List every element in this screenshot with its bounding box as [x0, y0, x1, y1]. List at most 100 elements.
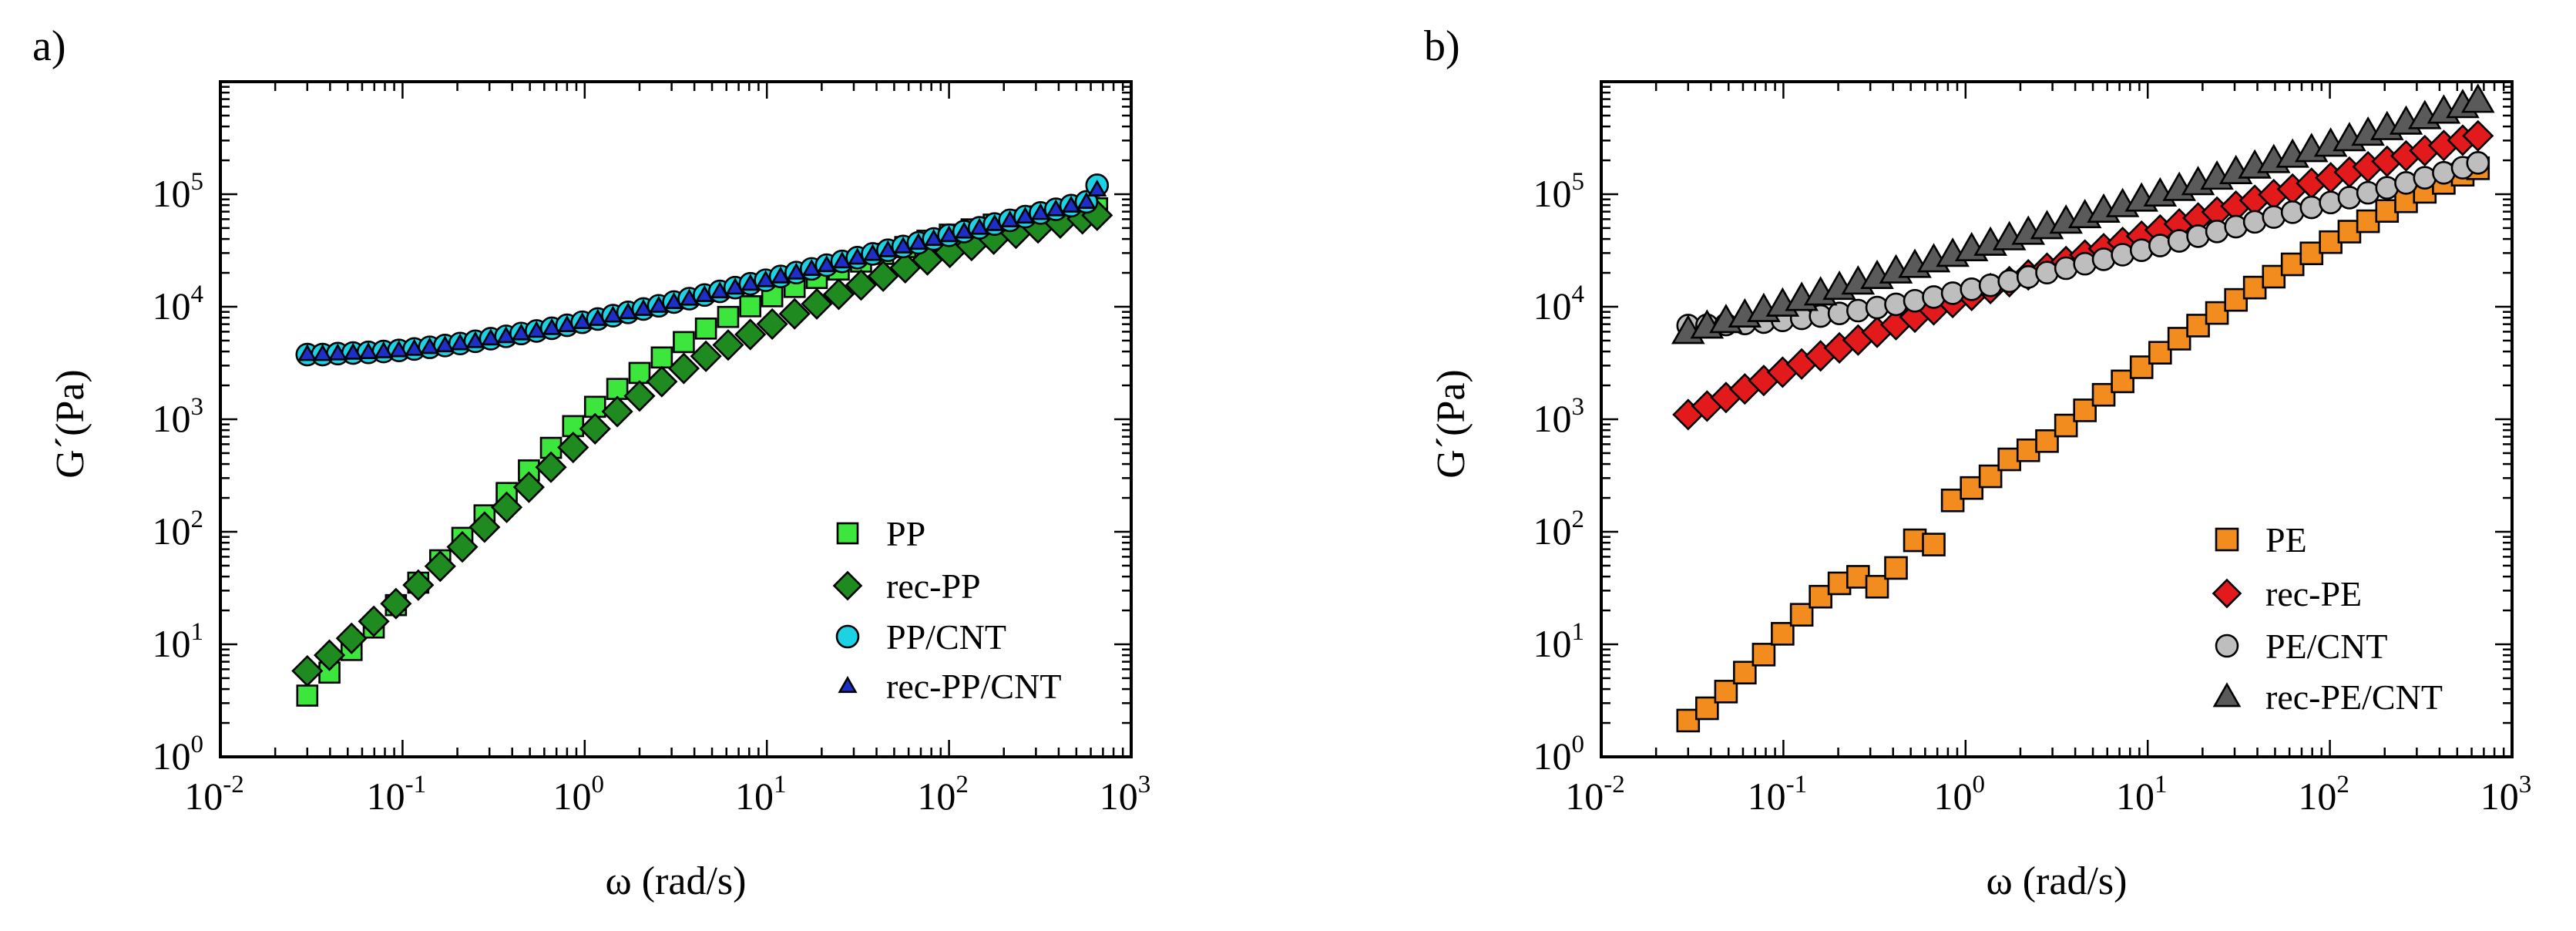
data-point: [2462, 119, 2494, 152]
data-point: [601, 395, 633, 428]
data-point: [1015, 207, 1036, 224]
legend: PE rec-PE PE/CNT rec-PE/CNT: [2212, 520, 2443, 717]
data-point: [1789, 603, 1814, 627]
data-point: [557, 314, 577, 332]
y-tick-exponent: 3: [191, 393, 204, 421]
legend-marker: [835, 624, 860, 649]
x-axis-title: ω (rad/s): [606, 859, 747, 903]
y-tick-exponent: 1: [191, 618, 204, 646]
panel-a-chart: a)10-2 10-1 100 101 102 103100101102103104105…: [32, 22, 1150, 903]
data-point: [725, 277, 745, 295]
y-tick-base: 10: [153, 397, 191, 440]
data-point: [801, 287, 833, 320]
y-tick-label: 104: [1533, 281, 1585, 328]
y-tick-base: 10: [1533, 172, 1572, 215]
data-point: [358, 341, 378, 359]
data-point: [712, 329, 744, 361]
data-point: [1940, 281, 1965, 305]
data-point: [908, 233, 929, 250]
data-point: [358, 605, 390, 637]
data-point: [1922, 533, 1946, 556]
data-point: [424, 550, 456, 583]
x-tick-base: 10: [184, 775, 223, 818]
x-tick-exponent: 2: [956, 771, 969, 798]
data-point: [1884, 292, 1908, 317]
data-point: [832, 251, 852, 269]
x-tick-base: 10: [2116, 775, 2155, 818]
y-tick-base: 10: [153, 622, 191, 665]
x-tick-base: 10: [1565, 775, 1604, 818]
data-point: [557, 431, 589, 464]
data-point: [628, 361, 651, 385]
x-tick-exponent: -1: [1786, 771, 1808, 798]
data-point: [296, 684, 319, 707]
x-tick-label: 10-2: [184, 771, 244, 818]
y-tick-label: 103: [153, 393, 204, 440]
data-point: [588, 308, 608, 326]
x-axis-title: ω (rad/s): [1987, 859, 2128, 903]
data-point: [867, 260, 899, 292]
y-tick-base: 10: [153, 509, 191, 553]
data-point: [327, 343, 348, 361]
legend-marker: [832, 570, 863, 601]
x-tick-label: 102: [917, 771, 969, 818]
data-point: [690, 340, 722, 372]
data-point: [2111, 243, 2134, 267]
y-tick-label: 101: [1533, 618, 1585, 665]
legend-marker: [2215, 527, 2239, 552]
y-tick-base: 10: [153, 284, 191, 328]
data-point: [481, 328, 501, 346]
legend-marker: [2212, 578, 2242, 609]
data-point: [924, 229, 944, 247]
y-tick-exponent: 0: [191, 731, 204, 758]
x-tick-base: 10: [2480, 775, 2519, 818]
data-point: [490, 491, 523, 523]
y-tick-exponent: 1: [1572, 618, 1585, 646]
y-axis-title: G´(Pa): [1429, 369, 1473, 479]
data-point: [1884, 556, 1908, 580]
y-tick-base: 10: [1533, 622, 1572, 665]
data-point: [822, 278, 855, 311]
data-point: [446, 531, 479, 563]
y-tick-exponent: 2: [1572, 506, 1585, 533]
data-point: [512, 471, 545, 503]
series-rec-PP/CNT: [297, 179, 1107, 361]
data-point: [1061, 195, 1081, 213]
series-PE: [1676, 156, 2490, 733]
y-tick-label: 100: [1533, 731, 1585, 778]
data-point: [343, 342, 363, 360]
data-point: [1940, 489, 1965, 513]
x-tick-labels: 10-2 10-1 100 101 102 103: [1565, 771, 2531, 818]
y-tick-label: 105: [1533, 168, 1585, 215]
x-tick-label: 103: [1100, 771, 1151, 818]
x-tick-exponent: 3: [2519, 771, 2532, 798]
data-point: [778, 297, 811, 330]
y-tick-label: 104: [153, 281, 204, 328]
data-point: [450, 333, 470, 351]
data-point: [734, 318, 767, 351]
data-point: [1046, 199, 1066, 217]
y-tick-base: 10: [1533, 509, 1572, 553]
data-point: [1000, 210, 1020, 227]
y-tick-label: 103: [1533, 393, 1585, 440]
data-point: [2466, 151, 2490, 175]
data-point: [579, 412, 611, 445]
data-point: [420, 337, 440, 355]
data-point: [893, 236, 913, 254]
data-point: [969, 217, 989, 235]
y-tick-label: 105: [153, 168, 204, 215]
data-point: [405, 338, 425, 356]
data-point: [2035, 429, 2059, 453]
legend-label: PE: [2265, 520, 2307, 560]
data-point: [313, 344, 333, 361]
legend-label: PP/CNT: [886, 617, 1006, 657]
data-point: [2299, 195, 2324, 220]
data-point: [786, 262, 806, 280]
legend-marker: [838, 676, 858, 694]
x-tick-label: 103: [2480, 771, 2532, 818]
data-point: [1903, 288, 1927, 313]
y-tick-exponent: 4: [1572, 281, 1585, 308]
x-tick-label: 100: [553, 771, 605, 818]
y-tick-base: 10: [153, 734, 191, 778]
data-point: [1771, 622, 1795, 646]
